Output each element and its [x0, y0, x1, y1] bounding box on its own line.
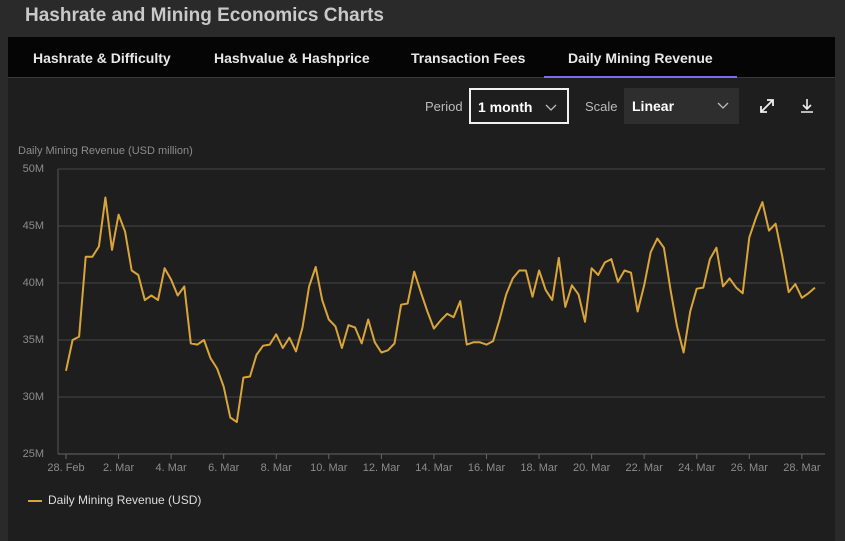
x-tick-label: 20. Mar — [573, 462, 611, 474]
x-tick-label: 16. Mar — [468, 462, 506, 474]
period-label: Period — [425, 99, 463, 114]
y-tick-label: 50M — [23, 163, 44, 175]
y-tick-label: 25M — [23, 448, 44, 460]
x-tick-label: 28. Mar — [783, 462, 821, 474]
x-tick-label: 22. Mar — [626, 462, 664, 474]
x-tick-label: 10. Mar — [310, 462, 348, 474]
y-tick-label: 45M — [23, 220, 44, 232]
x-tick-label: 14. Mar — [415, 462, 453, 474]
data-line — [65, 196, 816, 424]
scale-select[interactable]: Linear — [624, 88, 739, 124]
x-tick-label: 26. Mar — [731, 462, 769, 474]
download-icon[interactable] — [798, 97, 816, 115]
x-tick-label: 8. Mar — [261, 462, 293, 474]
tab-active[interactable]: Daily Mining Revenue — [544, 50, 737, 78]
y-tick-label: 35M — [23, 334, 44, 346]
chevron — [717, 102, 729, 109]
period-value: 1 month — [478, 99, 533, 115]
scale-label: Scale — [585, 99, 618, 114]
x-tick-label: 24. Mar — [678, 462, 716, 474]
scale-value: Linear — [632, 98, 675, 114]
chevron — [545, 104, 557, 111]
tab[interactable]: Transaction Fees — [411, 50, 526, 66]
x-tick-label: 28. Feb — [47, 462, 84, 474]
x-tick-label: 12. Mar — [363, 462, 401, 474]
x-tick-label: 2. Mar — [103, 462, 135, 474]
x-tick-label: 6. Mar — [208, 462, 240, 474]
page-title: Hashrate and Mining Economics Charts — [25, 5, 384, 26]
x-tick-label: 18. Mar — [520, 462, 558, 474]
tab[interactable]: Hashrate & Difficulty — [33, 50, 171, 66]
legend-label: Daily Mining Revenue (USD) — [48, 493, 201, 507]
y-tick-label: 30M — [23, 391, 44, 403]
tab[interactable]: Hashvalue & Hashprice — [214, 50, 370, 66]
y-axis-title: Daily Mining Revenue (USD million) — [18, 145, 193, 157]
tab-bar: Hashrate & Difficulty Hashvalue & Hashpr… — [8, 37, 835, 78]
period-select[interactable]: 1 month — [469, 88, 569, 124]
expand-icon[interactable] — [758, 97, 776, 115]
x-tick-label: 4. Mar — [156, 462, 188, 474]
y-tick-label: 40M — [23, 277, 44, 289]
